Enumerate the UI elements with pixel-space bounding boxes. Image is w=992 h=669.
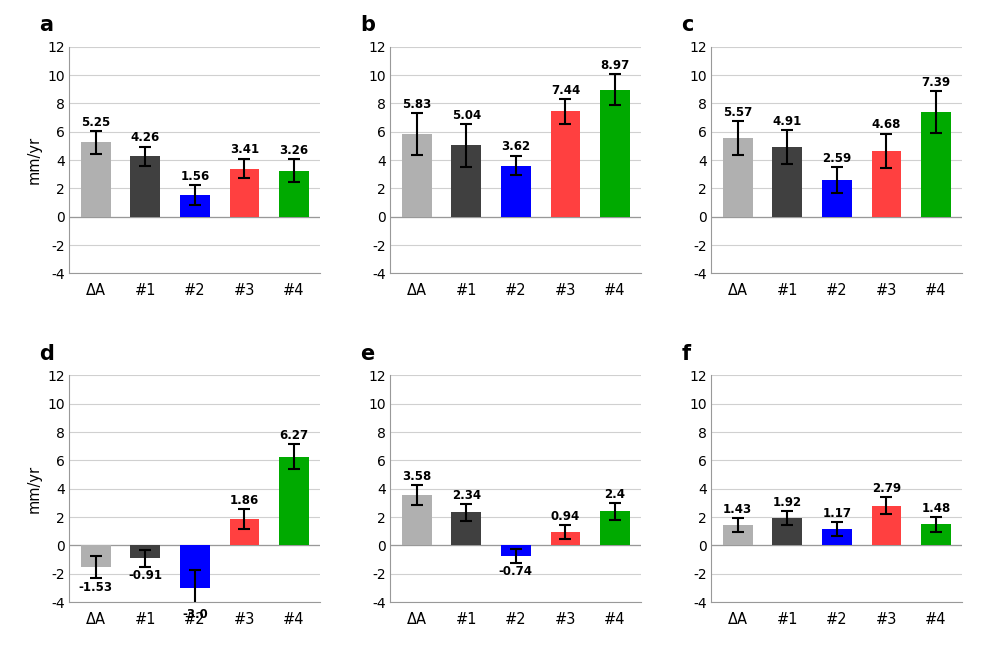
- Bar: [180, 195, 209, 217]
- Text: 5.57: 5.57: [723, 106, 752, 119]
- Text: 1.86: 1.86: [230, 494, 259, 507]
- Text: 1.17: 1.17: [822, 506, 851, 520]
- Text: 4.68: 4.68: [872, 118, 901, 131]
- Bar: [600, 511, 630, 545]
- Y-axis label: mm/yr: mm/yr: [27, 465, 42, 513]
- Text: 5.04: 5.04: [451, 109, 481, 122]
- Text: 3.26: 3.26: [280, 145, 309, 157]
- Text: 0.94: 0.94: [551, 510, 580, 523]
- Bar: [501, 165, 531, 217]
- Text: 7.39: 7.39: [922, 76, 950, 89]
- Bar: [229, 519, 259, 545]
- Bar: [451, 145, 481, 217]
- Text: 3.41: 3.41: [230, 143, 259, 157]
- Bar: [279, 457, 309, 545]
- Text: b: b: [360, 15, 375, 35]
- Bar: [80, 545, 110, 567]
- Bar: [551, 112, 580, 217]
- Bar: [773, 518, 803, 545]
- Bar: [130, 157, 160, 217]
- Text: 2.34: 2.34: [451, 488, 481, 502]
- Text: d: d: [40, 344, 55, 364]
- Text: -3.0: -3.0: [182, 609, 207, 622]
- Bar: [501, 545, 531, 556]
- Text: 3.58: 3.58: [402, 470, 432, 483]
- Bar: [402, 495, 432, 545]
- Text: 3.62: 3.62: [501, 140, 531, 153]
- Text: 5.83: 5.83: [402, 98, 432, 111]
- Text: 4.26: 4.26: [131, 131, 160, 145]
- Bar: [723, 138, 753, 217]
- Bar: [551, 532, 580, 545]
- Bar: [600, 90, 630, 217]
- Bar: [229, 169, 259, 217]
- Bar: [872, 506, 902, 545]
- Bar: [773, 147, 803, 217]
- Text: 8.97: 8.97: [600, 59, 630, 72]
- Bar: [180, 545, 209, 588]
- Bar: [80, 142, 110, 217]
- Text: c: c: [682, 15, 693, 35]
- Text: 1.92: 1.92: [773, 496, 802, 509]
- Y-axis label: mm/yr: mm/yr: [27, 136, 42, 184]
- Text: -0.74: -0.74: [499, 565, 533, 578]
- Bar: [402, 134, 432, 217]
- Text: 2.4: 2.4: [604, 488, 626, 501]
- Text: -0.91: -0.91: [128, 569, 163, 582]
- Text: e: e: [360, 344, 375, 364]
- Text: 4.91: 4.91: [773, 115, 802, 128]
- Text: 5.25: 5.25: [81, 116, 110, 129]
- Text: 6.27: 6.27: [280, 429, 309, 442]
- Text: 1.56: 1.56: [181, 170, 209, 183]
- Text: 7.44: 7.44: [551, 84, 580, 96]
- Bar: [872, 151, 902, 217]
- Bar: [822, 180, 852, 217]
- Text: 2.79: 2.79: [872, 482, 901, 495]
- Text: -1.53: -1.53: [78, 581, 113, 593]
- Text: 1.43: 1.43: [723, 503, 752, 516]
- Text: a: a: [40, 15, 54, 35]
- Bar: [922, 112, 951, 217]
- Bar: [130, 545, 160, 559]
- Bar: [922, 524, 951, 545]
- Text: f: f: [682, 344, 690, 364]
- Bar: [723, 525, 753, 545]
- Text: 2.59: 2.59: [822, 153, 851, 165]
- Text: 1.48: 1.48: [922, 502, 950, 515]
- Bar: [822, 529, 852, 545]
- Bar: [279, 171, 309, 217]
- Bar: [451, 512, 481, 545]
